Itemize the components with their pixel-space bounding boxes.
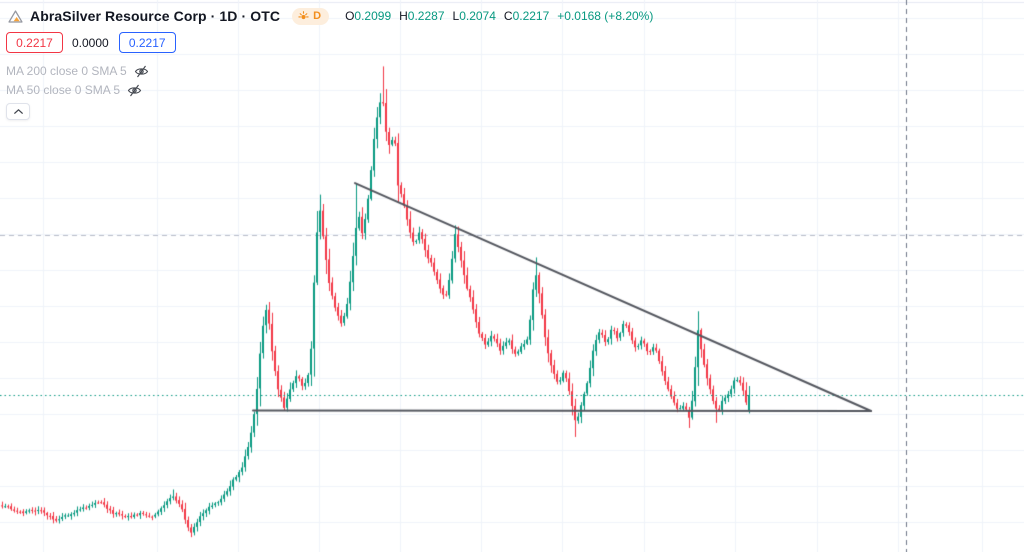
sell-button[interactable]: 0.2217 [6,32,63,53]
chart-legend: AbraSilver Resource Corp · 1D · OTC D O0… [6,7,653,120]
chevron-up-icon [13,109,23,114]
price-change: +0.0168 (+8.20%) [557,9,654,23]
ohlc-close: C0.2217 [503,9,550,23]
trade-buttons-row: 0.2217 0.0000 0.2217 [6,32,653,53]
indicator-row-ma200[interactable]: MA 200 close 0 SMA 5 [6,64,653,78]
indicator-row-ma50[interactable]: MA 50 close 0 SMA 5 [6,83,653,97]
symbol-logo-icon [6,7,24,25]
eye-off-icon[interactable] [127,84,142,97]
buy-button[interactable]: 0.2217 [118,32,176,53]
spread-value: 0.0000 [72,35,109,50]
indicator-label: MA 50 close 0 SMA 5 [6,83,121,97]
symbol-title[interactable]: AbraSilver Resource Corp · 1D · OTC [30,8,281,24]
interval-badge-label: D [313,9,322,22]
ohlc-low: L0.2074 [452,9,496,23]
delayed-data-badge[interactable]: D [292,7,330,25]
ohlc-values: O0.2099 H0.2287 L0.2074 C0.2217 +0.0168 … [345,9,653,23]
indicator-label: MA 200 close 0 SMA 5 [6,64,127,78]
ohlc-high: H0.2287 [399,9,445,23]
symbol-row[interactable]: AbraSilver Resource Corp · 1D · OTC D O0… [6,7,653,25]
sun-icon [298,10,309,19]
collapse-legend-button[interactable] [6,103,30,120]
ohlc-open: O0.2099 [345,9,392,23]
eye-off-icon[interactable] [134,65,149,78]
